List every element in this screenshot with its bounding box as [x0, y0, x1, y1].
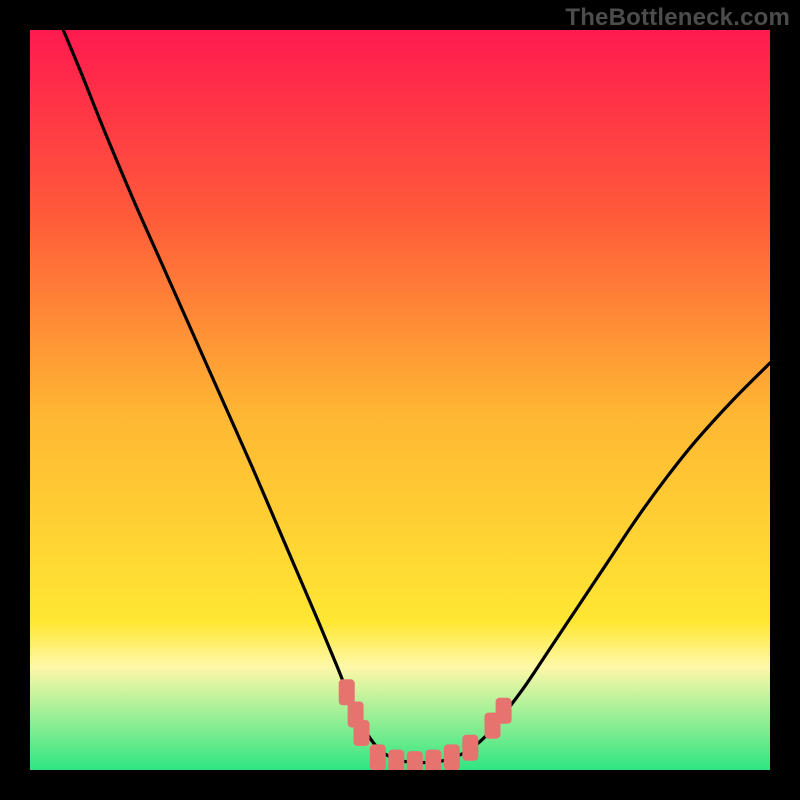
bottleneck-curve	[63, 30, 770, 763]
curve-marker	[339, 679, 355, 705]
curve-marker	[407, 751, 423, 770]
curve-marker	[462, 735, 478, 761]
watermark-text: TheBottleneck.com	[565, 4, 790, 32]
curve-marker	[444, 744, 460, 770]
curve-marker	[388, 750, 404, 770]
curve-svg	[30, 30, 770, 770]
curve-marker	[370, 744, 386, 770]
curve-marker	[496, 698, 512, 724]
curve-marker	[354, 720, 370, 746]
curve-marker	[425, 750, 441, 770]
chart-frame: TheBottleneck.com	[0, 0, 800, 800]
